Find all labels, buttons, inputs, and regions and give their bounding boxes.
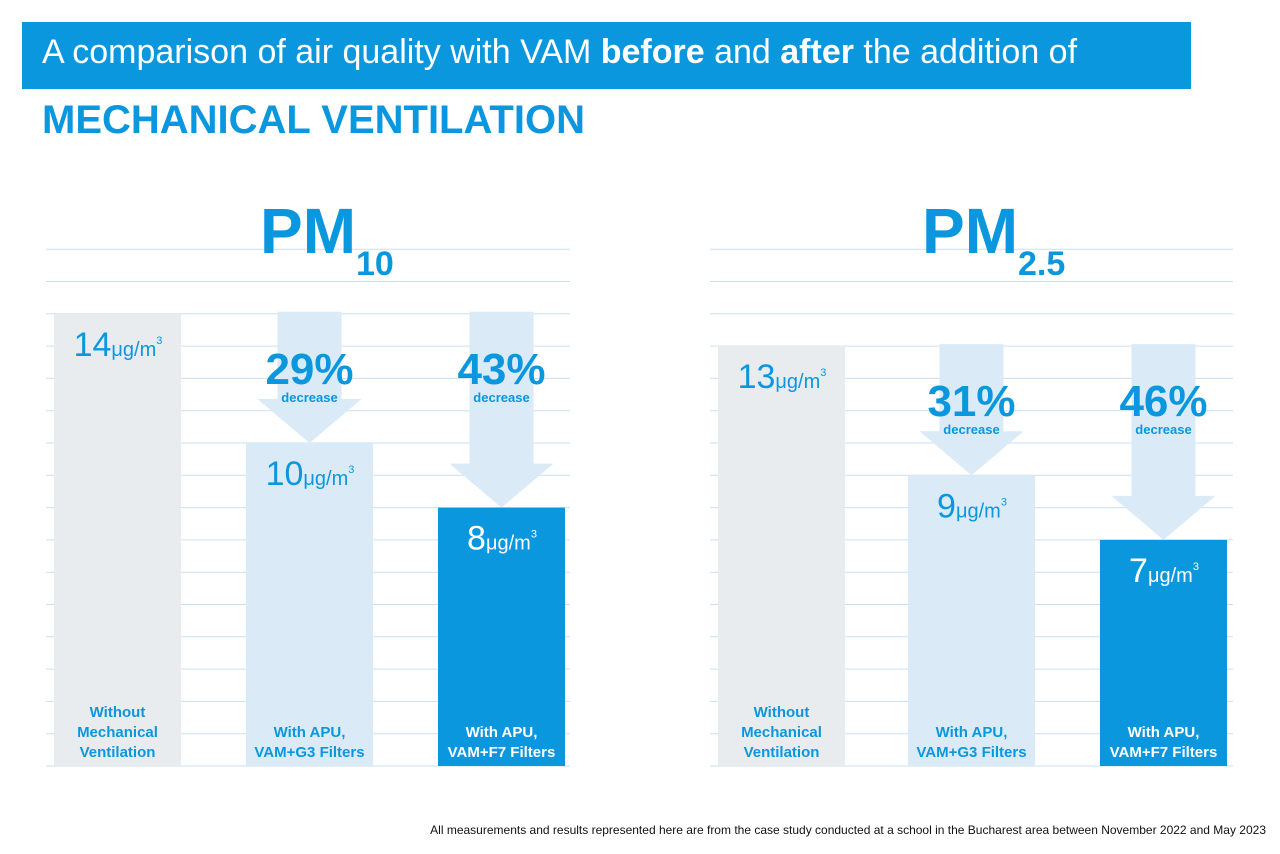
bar-category-label: With APU, — [1128, 724, 1200, 741]
bar-category-label: Without — [754, 704, 810, 721]
chart-1: PM1014μg/m3WithoutMechanicalVentilation2… — [46, 195, 570, 767]
decrease-arrow — [1111, 344, 1216, 540]
bar-category-label: With APU, — [274, 724, 346, 741]
chart-title-sub: 10 — [356, 245, 394, 283]
title-text-part-1: A comparison of air quality with VAM — [42, 33, 601, 71]
bar-value-unit: μg/m — [1148, 565, 1193, 587]
decrease-arrow — [919, 344, 1024, 476]
bar-category-label: Mechanical — [741, 724, 822, 741]
bar-value-unit-sup: 3 — [348, 464, 354, 476]
bar — [246, 443, 373, 766]
bar-category-label: VAM+G3 Filters — [916, 744, 1026, 761]
bar-value-number: 14 — [74, 326, 112, 364]
bar-value-unit: μg/m — [775, 371, 820, 393]
bar-value-label: 8μg/m3 — [467, 520, 537, 558]
title-bold-before: before — [600, 33, 705, 71]
decrease-label: decrease — [473, 390, 529, 405]
bar-value-number: 10 — [266, 455, 304, 493]
bar-category-label: VAM+G3 Filters — [254, 744, 364, 761]
bar-value-unit-sup: 3 — [531, 529, 537, 541]
decrease-arrow — [257, 311, 362, 443]
bar-category-label: Without — [90, 704, 146, 721]
decrease-percent: 29% — [265, 345, 353, 394]
decrease-label: decrease — [281, 390, 337, 405]
decrease-label: decrease — [1135, 422, 1191, 437]
bar — [54, 313, 181, 766]
bar-value-number: 7 — [1129, 552, 1148, 590]
bar-category-label: VAM+F7 Filters — [1110, 744, 1218, 761]
chart-title: PM2.5 — [922, 195, 1065, 283]
bar-value-label: 13μg/m3 — [738, 358, 827, 396]
bar-value-number: 13 — [738, 358, 776, 396]
bar — [718, 346, 845, 766]
decrease-arrow — [449, 311, 554, 508]
bar-value-number: 8 — [467, 520, 486, 558]
bar-value-unit-sup: 3 — [156, 335, 162, 347]
bar-value-unit: μg/m — [303, 468, 348, 490]
bar-value-label: 14μg/m3 — [74, 326, 163, 364]
chart-title-sub: 2.5 — [1018, 245, 1065, 283]
bar — [1100, 539, 1227, 766]
bar-value-label: 7μg/m3 — [1129, 552, 1199, 590]
bar-value-label: 9μg/m3 — [937, 487, 1007, 525]
footer-note: All measurements and results represented… — [430, 823, 1266, 837]
chart-title: PM10 — [260, 195, 394, 283]
title-text-part-2: and — [704, 33, 781, 71]
chart-2: PM2.513μg/m3WithoutMechanicalVentilation… — [710, 195, 1233, 767]
bar-value-unit: μg/m — [956, 500, 1001, 522]
chart-title-main: PM — [922, 195, 1018, 267]
bar-category-label: Mechanical — [77, 724, 158, 741]
title-text-part-3: the addition of — [853, 33, 1078, 71]
bar-value-unit-sup: 3 — [1193, 561, 1199, 573]
bar-category-label: With APU, — [466, 724, 538, 741]
decrease-percent: 31% — [927, 377, 1015, 426]
bar-value-unit-sup: 3 — [1001, 496, 1007, 508]
bar-category-label: With APU, — [936, 724, 1008, 741]
bar-value-label: 10μg/m3 — [266, 455, 355, 493]
chart-title-main: PM — [260, 195, 356, 267]
bar-value-unit: μg/m — [486, 533, 531, 555]
title-line-1: A comparison of air quality with VAM bef… — [42, 33, 1077, 72]
title-band — [22, 22, 1191, 89]
bar-value-unit-sup: 3 — [820, 367, 826, 379]
decrease-percent: 46% — [1119, 377, 1207, 426]
bar — [438, 507, 565, 766]
bar-category-label: VAM+F7 Filters — [448, 744, 556, 761]
bar-category-label: Ventilation — [744, 744, 820, 761]
bar-value-unit: μg/m — [111, 339, 156, 361]
bar-value-number: 9 — [937, 487, 956, 525]
title-bold-after: after — [780, 33, 854, 71]
decrease-label: decrease — [943, 422, 999, 437]
decrease-percent: 43% — [457, 345, 545, 394]
title-line-2: MECHANICAL VENTILATION — [42, 98, 585, 142]
bar-category-label: Ventilation — [80, 744, 156, 761]
bar — [908, 475, 1035, 766]
